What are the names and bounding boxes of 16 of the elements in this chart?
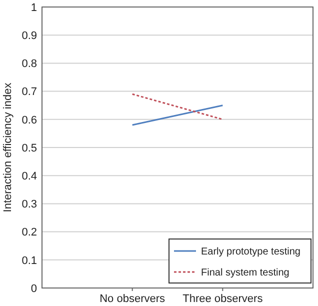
y-tick-label: 0 — [30, 282, 37, 295]
y-tick-label: 0.2 — [22, 226, 37, 239]
y-tick-label: 0.5 — [22, 142, 37, 154]
y-tick-label: 0.1 — [22, 254, 37, 267]
y-tick-label: 0.9 — [22, 30, 37, 42]
legend-label: Early prototype testing — [201, 246, 300, 258]
y-tick-label: 0.4 — [22, 170, 37, 182]
legend-label: Final system testing — [201, 268, 290, 278]
y-tick-label: 1 — [30, 2, 37, 14]
y-axis-title: Interaction efficiency index — [2, 82, 14, 212]
x-tick-label: Three observers — [182, 293, 264, 305]
y-tick-label: 0.3 — [22, 198, 37, 211]
x-tick-label: No observers — [100, 293, 166, 305]
y-tick-label: 0.8 — [22, 58, 37, 70]
y-tick-label: 0.6 — [22, 114, 37, 126]
y-tick-label: 0.7 — [22, 86, 37, 98]
